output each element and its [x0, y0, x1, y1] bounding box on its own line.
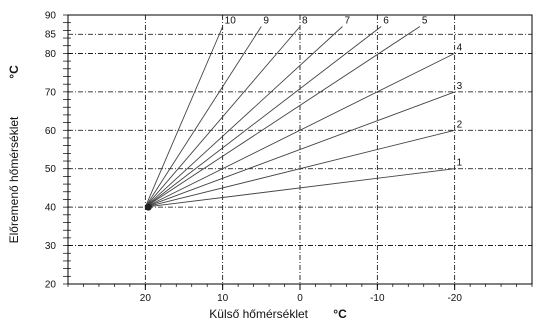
x-tick-label-4: -20 [447, 293, 462, 304]
curve-line-8 [144, 26, 301, 208]
y-tick-label-40: 40 [45, 203, 57, 214]
curve-label-3: 3 [457, 81, 463, 92]
curve-label-7: 7 [345, 16, 351, 27]
curve-label-5: 5 [422, 16, 428, 27]
x-tick-label-2: 0 [297, 293, 303, 304]
curve-label-8: 8 [302, 16, 308, 27]
y-tick-label-70: 70 [45, 87, 57, 98]
y-tick-label-90: 90 [45, 11, 57, 22]
curve-line-5 [145, 26, 421, 208]
y-axis-unit: °C [7, 65, 21, 79]
curve-origin-point [144, 203, 152, 211]
y-tick-label-20: 20 [45, 280, 57, 291]
curve-line-4 [145, 52, 455, 208]
x-axis-title: Külső hőmérséklet [209, 307, 308, 321]
curve-label-9: 9 [263, 16, 269, 27]
curve-label-10: 10 [225, 16, 237, 27]
y-tick-label-50: 50 [45, 164, 57, 175]
curve-line-2 [145, 129, 455, 208]
y-tick-label-85: 85 [45, 30, 57, 41]
y-tick-label-30: 30 [45, 241, 57, 252]
series-lines [144, 26, 455, 211]
curve-label-6: 6 [383, 16, 389, 27]
curve-line-10 [144, 26, 224, 208]
curve-labels: 1 2 3 4 5 6 7 8 9 10 [225, 16, 463, 169]
x-tick-label-0: 20 [140, 293, 152, 304]
y-tick-label-80: 80 [45, 49, 57, 60]
curve-line-3 [145, 91, 455, 208]
curve-line-1 [145, 168, 455, 208]
x-tick-label-1: 10 [217, 293, 229, 304]
minor-ticks [63, 14, 533, 290]
curve-line-6 [145, 26, 382, 208]
plot-frame [67, 14, 533, 285]
y-tick-label-60: 60 [45, 126, 57, 137]
y-axis-title: Előremenő hőmérséklet [7, 116, 21, 243]
curve-line-7 [144, 26, 343, 208]
curve-label-2: 2 [457, 119, 463, 130]
curve-line-9 [144, 26, 262, 208]
curve-label-4: 4 [457, 42, 463, 53]
curve-label-1: 1 [457, 158, 463, 169]
x-tick-label-3: -10 [370, 293, 385, 304]
x-axis-unit: °C [333, 307, 347, 321]
